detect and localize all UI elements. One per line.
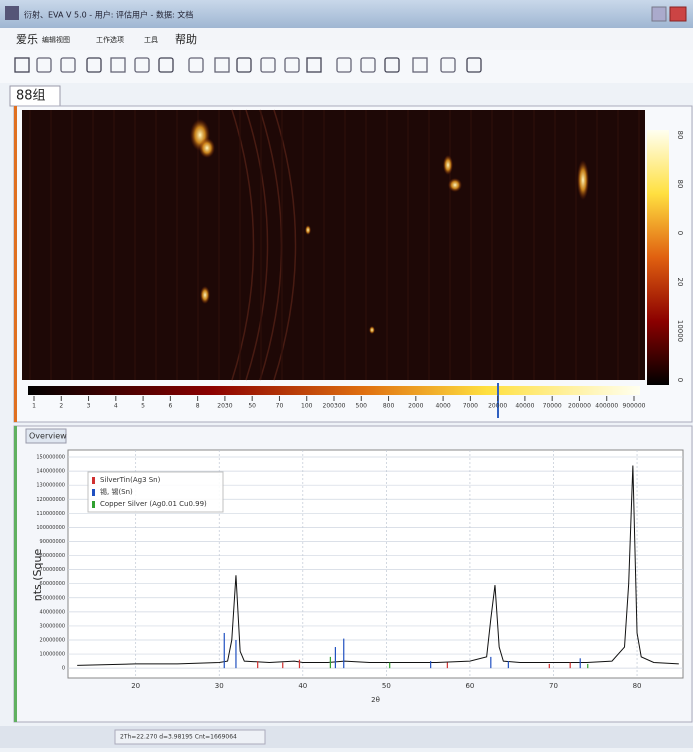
menu-item[interactable]: 爱乐 — [16, 33, 38, 46]
y-tick-label: 30000000 — [40, 623, 65, 629]
scale-label: 800 — [383, 403, 395, 410]
scale-label: 5 — [141, 403, 145, 410]
scale-label: 70000 — [543, 403, 562, 410]
y-tick-label: 110000000 — [36, 511, 65, 517]
side-scale-label: 80 — [676, 180, 684, 189]
scale-label: 8 — [196, 403, 200, 410]
scale-label: 3 — [87, 403, 91, 410]
y-tick-label: 130000000 — [36, 483, 65, 489]
side-color-scale — [647, 130, 669, 385]
status-bar — [0, 726, 693, 748]
app-window: 衍射、EVA V 5.0 - 用户: 评估用户 - 数据: 文档 爱乐编辑视图 工… — [0, 0, 693, 748]
legend-label[interactable]: Copper Silver (Ag0.01 Cu0.99) — [100, 500, 207, 508]
scale-label: 70 — [276, 403, 284, 410]
y-tick-label: 10000000 — [40, 652, 65, 658]
scale-label: 1 — [32, 403, 36, 410]
side-scale-label: 0 — [676, 231, 684, 235]
side-scale-label: 80 — [676, 131, 684, 140]
diffraction-spot — [305, 225, 311, 235]
y-tick-label: 120000000 — [36, 497, 65, 503]
y-tick-label: 90000000 — [40, 539, 65, 545]
scale-label: 4 — [114, 403, 118, 410]
scale-label: 20000 — [488, 403, 507, 410]
window-title: 衍射、EVA V 5.0 - 用户: 评估用户 - 数据: 文档 — [24, 10, 193, 20]
y-tick-label: 20000000 — [40, 638, 65, 644]
x-axis-label: 2θ — [371, 696, 380, 704]
tab-label: 88组 — [16, 89, 46, 104]
y-tick-label: 150000000 — [36, 455, 65, 461]
menu-item[interactable]: 工作选项 — [96, 35, 124, 44]
menu-item[interactable]: 帮助 — [175, 32, 197, 46]
diffraction-spot — [369, 326, 375, 334]
scale-label: 400000 — [595, 403, 618, 410]
close-button[interactable] — [670, 7, 686, 21]
x-tick-label: 20 — [131, 682, 140, 690]
scale-label: 50 — [248, 403, 256, 410]
x-tick-label: 80 — [633, 682, 642, 690]
x-tick-label: 60 — [465, 682, 474, 690]
scale-label: 2 — [59, 403, 63, 410]
diffraction-spot — [577, 160, 589, 200]
panel-tab-label: Overview — [29, 432, 67, 441]
diffraction-spot — [443, 155, 453, 175]
scale-label: 200000 — [568, 403, 591, 410]
legend-label[interactable]: 锡, 锡(Sn) — [100, 487, 133, 496]
legend-label[interactable]: SilverTin(Ag3 Sn) — [100, 476, 161, 484]
side-scale-label: 0 — [676, 378, 684, 382]
diffraction-spot — [448, 178, 462, 192]
scale-label: 7000 — [463, 403, 478, 410]
x-tick-label: 50 — [382, 682, 391, 690]
x-tick-label: 70 — [549, 682, 558, 690]
panel-accent — [14, 426, 17, 722]
legend-swatch — [92, 477, 95, 484]
y-tick-label: 0 — [62, 666, 65, 672]
legend-swatch — [92, 501, 95, 508]
menu-item[interactable]: 工具 — [144, 36, 158, 44]
y-tick-label: 140000000 — [36, 469, 65, 475]
x-tick-label: 40 — [298, 682, 307, 690]
minimize-button[interactable] — [652, 7, 666, 21]
scale-label: 6 — [168, 403, 172, 410]
menu-item[interactable]: 编辑视图 — [42, 35, 70, 44]
side-scale-label: 10000 — [676, 320, 684, 342]
scale-label: 100 — [301, 403, 313, 410]
panel-accent — [14, 106, 17, 422]
scale-label: 40000 — [515, 403, 534, 410]
toolbar — [0, 50, 693, 83]
app-icon — [5, 6, 19, 20]
side-scale-label: 20 — [676, 278, 684, 287]
scale-label: 2000 — [408, 403, 423, 410]
detector-image — [22, 110, 645, 380]
y-tick-label: 100000000 — [36, 525, 65, 531]
scale-label: 200300 — [323, 403, 346, 410]
y-axis-label: nts (Sque — [31, 549, 44, 602]
x-tick-label: 30 — [215, 682, 224, 690]
color-scale — [28, 386, 640, 395]
scale-label: 900000 — [623, 403, 646, 410]
scale-label: 500 — [356, 403, 368, 410]
y-tick-label: 40000000 — [40, 609, 65, 615]
scale-label: 2030 — [217, 403, 232, 410]
legend-swatch — [92, 489, 95, 496]
scale-label: 4000 — [435, 403, 450, 410]
diffraction-spot — [200, 286, 210, 304]
page: {"window": {"title": "衍射、EVA V 5.0 - 用户:… — [0, 0, 693, 748]
diffraction-spot — [199, 138, 215, 158]
status-text: 2Th=22.270 d=3.98195 Cnt=1669064 — [120, 734, 237, 741]
